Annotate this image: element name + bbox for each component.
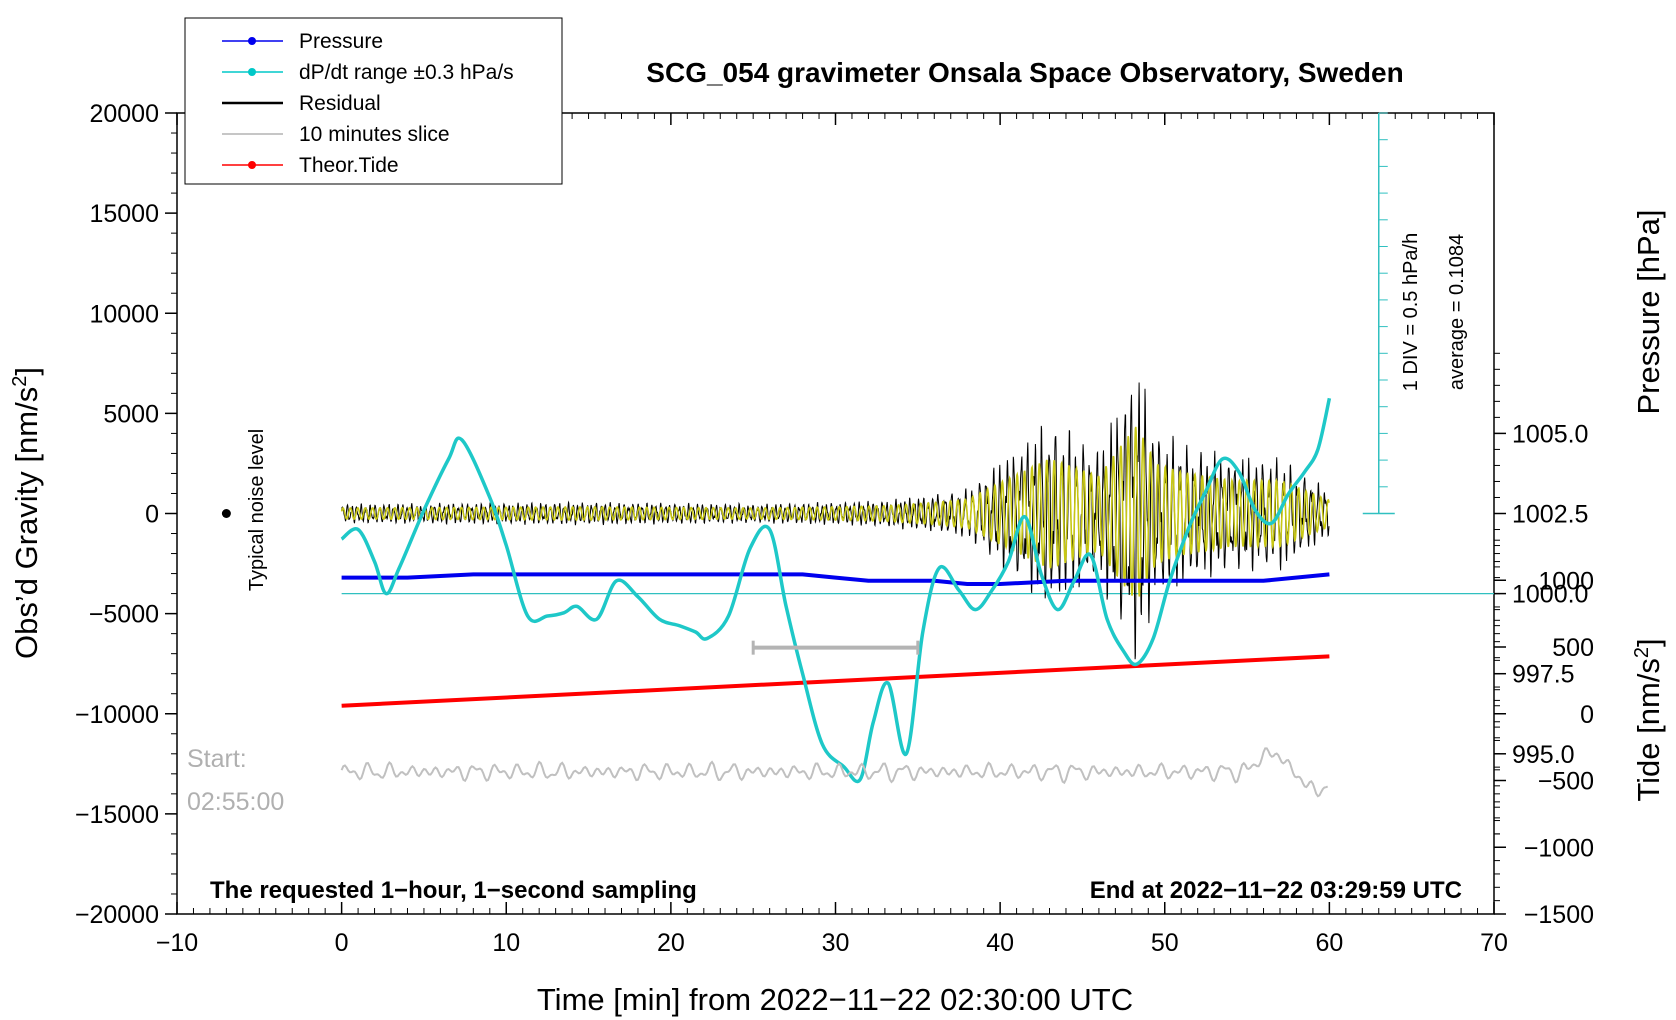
y-tick-label: 10000 (89, 300, 159, 328)
tide-tick-label: 1000 (1538, 567, 1594, 595)
left-axis-title-sup: 2 (9, 376, 31, 387)
x-tick-label: 50 (1151, 929, 1179, 957)
chart-title: SCG_054 gravimeter Onsala Space Observat… (646, 57, 1403, 88)
y-tick-label: −20000 (75, 901, 159, 929)
noise-level-label: Typical noise level (246, 429, 268, 591)
legend-box (184, 17, 563, 185)
tide-tick-label: −500 (1538, 768, 1594, 796)
y-tick-label: 20000 (89, 100, 159, 128)
left-axis-title: Obs’d Gravity [nm/s2] (9, 367, 44, 659)
left-axis-title-end: ] (9, 367, 44, 376)
pressure-average-label: average = 0.1084 (1446, 234, 1468, 390)
x-tick-label: 30 (822, 929, 850, 957)
y-tick-label: 15000 (89, 200, 159, 228)
legend-label: Pressure (299, 30, 383, 53)
legend-label: Residual (299, 92, 381, 115)
y-tick-label: −5000 (89, 601, 159, 629)
x-tick-label: 60 (1315, 929, 1343, 957)
pressure-axis-title: Pressure [hPa] (1631, 209, 1666, 414)
legend-marker (248, 37, 256, 45)
legend-marker (248, 68, 256, 76)
pressure-tick-label: 1000.0 (1512, 581, 1588, 609)
y-tick-label: −10000 (75, 701, 159, 729)
tide-tick-label: 0 (1580, 701, 1594, 729)
x-tick-label: 0 (335, 929, 349, 957)
left-axis-title-main: Obs’d Gravity [nm/s (9, 387, 44, 659)
sampling-note: The requested 1−hour, 1−second sampling (210, 877, 697, 904)
start-label: Start: (187, 745, 247, 773)
pressure-tick-label: 997.5 (1512, 661, 1575, 689)
tide-axis-title-sup: 2 (1631, 647, 1653, 658)
tide-axis-title-end: ] (1631, 638, 1666, 647)
x-tick-label: 70 (1480, 929, 1508, 957)
x-tick-label: −10 (156, 929, 198, 957)
start-time-label: 02:55:00 (187, 788, 284, 816)
tide-axis-title: Tide [nm/s2] (1631, 638, 1666, 801)
pressure-tick-label: 995.0 (1512, 741, 1575, 769)
x-tick-label: 40 (986, 929, 1014, 957)
tide-series-line (341, 654, 1330, 708)
pressure-tick-label: 1002.5 (1512, 501, 1588, 529)
pressure-tick-label: 1005.0 (1512, 420, 1588, 448)
pressure-series-line (341, 572, 1330, 586)
legend: Pressure dP/dt range ±0.3 hPa/s Residual 10… (184, 17, 563, 185)
x-tick-label: 20 (657, 929, 685, 957)
x-axis-title: Time [min] from 2022−11−22 02:30:00 UTC (537, 982, 1133, 1017)
legend-label: Theor.Tide (299, 154, 399, 177)
ticks-layer: −10 0 10 20 30 40 50 60 7020000150001000050000−5… (75, 100, 1594, 957)
series-layer (221, 112, 1494, 798)
legend-label: dP/dt range ±0.3 hPa/s (299, 61, 514, 84)
legend-marker (248, 161, 256, 169)
legend-label: 10 minutes slice (299, 123, 450, 146)
x-tick-label: 10 (492, 929, 520, 957)
pressure-scale-label: 1 DIV = 0.5 hPa/h (1400, 233, 1422, 391)
filtered-series-line (340, 426, 1330, 597)
tide-tick-label: −1000 (1524, 834, 1594, 862)
noise-level-marker (221, 509, 231, 518)
end-time-note: End at 2022−11−22 03:29:59 UTC (1090, 877, 1462, 904)
tide-tick-label: 500 (1552, 634, 1594, 662)
dpdt-series-line (340, 397, 1332, 784)
y-tick-label: −15000 (75, 801, 159, 829)
slice-trace-line (340, 747, 1329, 798)
legend-items: Pressure dP/dt range ±0.3 hPa/s Residual 10… (222, 30, 514, 177)
y-tick-label: 5000 (103, 400, 159, 428)
tide-axis-title-main: Tide [nm/s (1631, 658, 1666, 802)
tide-tick-label: −1500 (1524, 901, 1594, 929)
y-tick-label: 0 (145, 501, 159, 529)
